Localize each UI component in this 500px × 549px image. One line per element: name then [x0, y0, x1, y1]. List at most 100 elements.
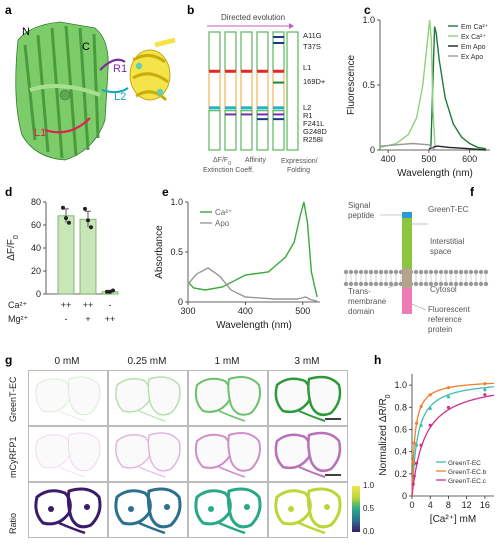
legend-label: GreenT-EC — [448, 460, 481, 467]
label-folding: Folding — [287, 167, 310, 174]
column-header: 1 mM — [214, 356, 240, 367]
cell-membrane — [226, 487, 262, 529]
label-trans: Trans- — [348, 287, 371, 296]
data-point — [483, 388, 487, 392]
data-point — [483, 393, 487, 397]
label-df-f0: ΔF/F0 — [213, 157, 231, 167]
panel-letter: h — [374, 353, 382, 367]
microscopy-image — [108, 482, 188, 538]
row-header: GreenT-EC — [8, 376, 18, 422]
data-point — [446, 405, 451, 410]
lipid-head — [353, 269, 359, 275]
x-tick-label: 400 — [381, 154, 396, 164]
mutation-label: A11G — [303, 31, 322, 40]
lipid-head — [363, 269, 369, 275]
label-n: N — [22, 26, 30, 38]
x-tick-label: 300 — [180, 306, 195, 316]
ratio-dot — [324, 504, 330, 510]
lipid-head — [383, 269, 389, 275]
fluorescent-reference-block — [402, 288, 412, 314]
label-greent-ec: GreenT-EC — [428, 205, 469, 214]
ca-condition: ++ — [83, 300, 94, 310]
label-membrane: membrane — [348, 297, 387, 306]
y-axis-label: Normalized ΔR/R0 — [378, 394, 392, 475]
ca-ion — [135, 62, 143, 70]
lipid-head — [463, 269, 469, 275]
data-point — [89, 225, 93, 230]
loop-l2 — [101, 87, 129, 94]
lipid-head — [378, 269, 384, 275]
lipid-head — [418, 269, 424, 275]
legend-label: Ex Ca²⁺ — [461, 34, 486, 41]
cell-membrane — [194, 433, 232, 469]
legend-label: Apo — [215, 219, 230, 228]
cell-membrane — [218, 410, 246, 422]
cell-outline — [35, 432, 101, 478]
lipid-bilayer — [343, 269, 489, 287]
y-tick-label: 0.8 — [394, 402, 407, 412]
cell-membrane — [35, 434, 71, 469]
cell-membrane — [194, 377, 232, 413]
row-header: Ratio — [8, 512, 18, 534]
legend-label: GreenT-EC.c — [448, 478, 487, 485]
lipid-head — [383, 281, 389, 287]
microscopy-image — [268, 482, 348, 538]
label-c: C — [82, 41, 90, 53]
cell-membrane — [227, 432, 261, 472]
mutation-mark — [273, 42, 284, 44]
transmembrane-block — [402, 268, 412, 288]
microscopy-image — [188, 426, 268, 482]
data-point — [83, 206, 87, 211]
ratio-dot — [128, 506, 134, 512]
cell-membrane — [307, 431, 342, 472]
panel-e: e 300 400 500 0 0.5 1.0 Wavelength (nm) Absorba… — [140, 182, 330, 342]
cell-outline — [34, 487, 102, 535]
fit-curve — [411, 394, 495, 497]
data-point — [414, 461, 419, 465]
lipid-head — [358, 269, 364, 275]
data-point — [419, 423, 423, 428]
construct-segment-bottom — [240, 110, 253, 151]
cell-membrane — [147, 432, 181, 472]
calcium-titration-chart: 0 4 8 12 16 0 0.2 0.4 0.6 0.8 1.0 [Ca²⁺] mM Normaliz… — [378, 374, 495, 525]
label-expression: Expression/ — [281, 158, 318, 165]
x-tick-label: 400 — [238, 306, 253, 316]
lipid-head — [413, 281, 419, 287]
data-point — [419, 404, 423, 409]
mutation-mark-l1 — [257, 69, 268, 73]
cell-membrane — [35, 378, 71, 413]
lipid-head — [388, 281, 394, 287]
cell-outline — [114, 487, 182, 535]
lipid-head — [418, 281, 424, 287]
construct-segment-bottom — [208, 110, 221, 151]
construct-segment-top — [224, 31, 237, 72]
mutation-label: L2 — [303, 103, 311, 112]
mutation-label: L1 — [303, 63, 311, 72]
membrane-topology-diagram: Signal peptide GreenT-EC Interstitial sp… — [343, 201, 489, 334]
y-tick-label: 20 — [31, 266, 41, 276]
lipid-head — [358, 281, 364, 287]
row-label-mg: Mg²⁺ — [8, 314, 28, 324]
column-header: 3 mM — [294, 356, 320, 367]
mutation-mark — [273, 81, 284, 84]
data-point — [108, 289, 112, 294]
lipid-head — [428, 269, 434, 275]
directed-evolution-label: Directed evolution — [221, 13, 285, 22]
cell-membrane — [298, 466, 326, 478]
series-line — [187, 201, 318, 298]
label-interstitial: Interstitial — [430, 237, 464, 246]
lipid-head — [353, 281, 359, 287]
cell-outline — [115, 432, 181, 478]
data-point — [446, 395, 451, 399]
data-point — [61, 205, 65, 210]
fit-curve — [411, 386, 495, 497]
lipid-head — [448, 281, 454, 287]
label-signal: Signal — [348, 201, 370, 210]
microscopy-image — [268, 370, 348, 426]
panel-letter: a — [5, 3, 12, 17]
label-protein: protein — [428, 325, 452, 334]
mg-condition: + — [85, 314, 90, 324]
lipid-head — [483, 269, 489, 275]
x-tick-label: 12 — [462, 500, 472, 510]
construct-segment-mid — [272, 70, 285, 112]
